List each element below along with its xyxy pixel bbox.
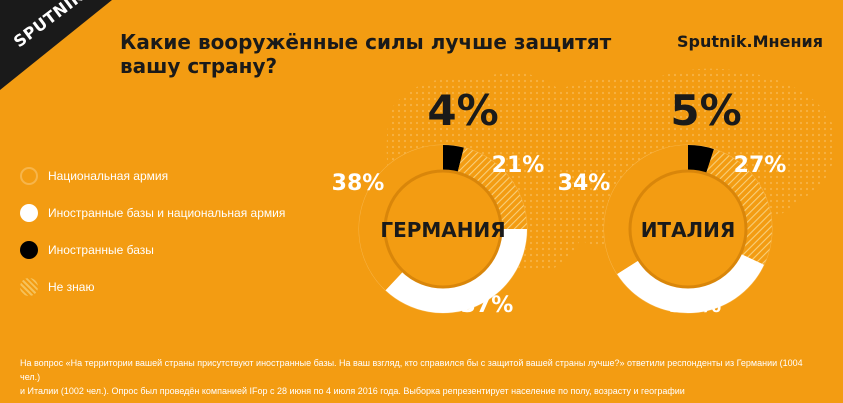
legend: Национальная армия Иностранные базы и на…	[20, 166, 285, 314]
data-label-foreign-and-national: 34%	[669, 293, 722, 318]
data-label-national-army: 38%	[332, 171, 385, 196]
donut-slice-foreign-and-national	[385, 229, 527, 313]
sputnik-logo-corner	[0, 0, 112, 90]
legend-item-national-army: Национальная армия	[20, 166, 285, 186]
legend-label: Не знаю	[48, 280, 95, 294]
footnote-line: На вопрос «На территории вашей страны пр…	[20, 358, 803, 382]
donut-hole	[383, 169, 503, 289]
donut-slice-national-army	[358, 145, 443, 291]
donut-hole	[628, 169, 748, 289]
donut-center-label: ГЕРМАНИЯ	[380, 218, 505, 242]
legend-label: Иностранные базы и национальная армия	[48, 206, 286, 220]
donut-slice-foreign-bases	[688, 145, 714, 174]
footnote-line: и Италии (1002 чел.). Опрос был проведён…	[20, 386, 685, 396]
donut-slice-dont-know	[457, 147, 527, 229]
brand-label: Sputnik.Мнения	[677, 32, 823, 51]
data-label-dont-know: 21%	[492, 153, 545, 178]
donut-slice-foreign-and-national	[617, 253, 765, 313]
page-title: Какие вооружённые силы лучше защитят ваш…	[120, 30, 612, 78]
legend-item-foreign-and-national: Иностранные базы и национальная армия	[20, 203, 285, 223]
data-label-national-army: 34%	[558, 171, 611, 196]
legend-label: Национальная армия	[48, 169, 169, 183]
legend-swatch-national-army	[20, 167, 38, 185]
legend-swatch-dont-know	[20, 278, 38, 296]
data-label-foreign-and-national: 37%	[461, 293, 514, 318]
legend-item-foreign-bases: Иностранные базы	[20, 240, 285, 260]
donut-slice-national-army	[604, 145, 688, 275]
data-label-foreign-bases: 4%	[427, 86, 498, 135]
legend-swatch-foreign-and-national	[20, 204, 38, 222]
donut-slice-foreign-bases	[443, 145, 464, 173]
data-label-dont-know: 27%	[734, 153, 787, 178]
donut-slice-dont-know	[705, 149, 772, 265]
legend-label: Иностранные базы	[48, 243, 154, 257]
footnote: На вопрос «На территории вашей страны пр…	[20, 356, 820, 398]
legend-swatch-foreign-bases	[20, 241, 38, 259]
data-label-foreign-bases: 5%	[670, 86, 741, 135]
donut-center-label: ИТАЛИЯ	[641, 218, 736, 242]
legend-item-dont-know: Не знаю	[20, 277, 285, 297]
